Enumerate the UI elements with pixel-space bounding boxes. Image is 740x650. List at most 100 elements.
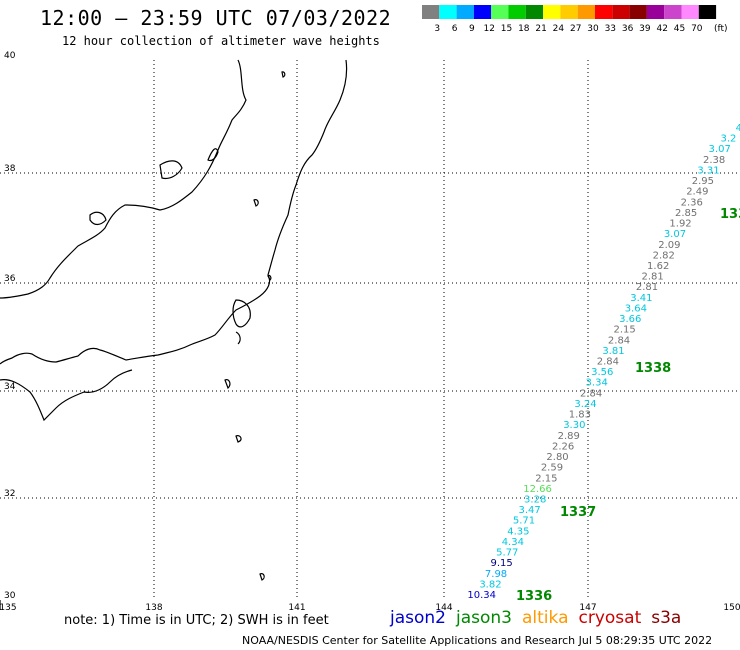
legend-swatch [508,5,526,19]
coastline [0,59,348,610]
footer-credit: NOAA/NESDIS Center for Satellite Applica… [242,634,713,647]
legend-label: 45 [674,24,685,34]
map-subtitle: 12 hour collection of altimeter wave hei… [62,34,380,48]
swh-value: 2.81 [636,282,658,293]
legend-swatch [595,5,613,19]
legend-swatch [491,5,509,19]
swh-value: 12.66 [523,484,552,495]
legend-unit: (ft) [714,24,728,34]
legend-label: 27 [570,24,581,34]
lon-label: 138 [145,603,162,613]
legend-swatch [560,5,578,19]
swh-value: 2.81 [641,272,663,283]
legend-swatch [473,5,492,19]
legend-swatch [612,5,630,19]
swh-value: 10.34 [467,590,496,601]
legend-label: 21 [535,24,546,34]
swh-value: 2.15 [614,325,636,336]
lon-label: 141 [288,603,305,613]
swh-value: 2.82 [653,250,675,261]
legend-swatch [698,5,717,19]
lat-lon-grid [0,60,740,600]
legend-swatch [664,5,682,19]
swh-value: 9.15 [491,558,513,569]
legend-swatch [543,5,561,19]
legend-swatch [456,5,474,19]
swh-value: 2.89 [558,431,580,442]
swh-value: 3.56 [591,367,613,378]
swh-value: 3.2 [721,134,737,145]
lat-label: 30 [4,591,16,601]
lat-label: 34 [4,382,16,392]
swh-value: 1.92 [669,219,691,230]
swh-value: 5.77 [496,548,518,559]
legend-swatch [525,5,544,19]
swh-value: 3.34 [586,378,608,389]
pass-number: 1338 [635,361,671,376]
legend-swatch [439,5,457,19]
swh-value: 2.84 [597,357,619,368]
swh-value: 3.47 [518,505,540,516]
legend-label: 12 [483,24,494,34]
swh-value: 2.26 [552,441,574,452]
swh-value: 2.95 [692,176,714,187]
lon-label: 150 [723,603,740,613]
legend-swatch [629,5,647,19]
legend-label: 9 [469,24,475,34]
swh-value: 2.80 [546,452,568,463]
swh-value: 1.83 [569,410,591,421]
swh-value: 7.98 [485,569,507,580]
color-legend: 3 6 9 12 15 18 21 24 27 30 33 36 39 42 45 70 (ft) [422,5,728,34]
pass-number: 133 [720,207,740,222]
mission-label: s3a [651,608,682,628]
lat-label: 32 [4,489,15,499]
legend-label: 6 [452,24,458,34]
mission-label: altika [522,608,569,628]
lon-label: 135 [0,603,17,613]
swh-value: 2.49 [686,187,708,198]
swh-value: 4.35 [507,526,529,537]
satellite-track: 43.23.072.383.312.952.492.362.851.923.07… [467,123,740,604]
lat-label: 40 [4,51,16,61]
swh-value: 3.82 [479,579,501,590]
pass-number: 1337 [560,505,596,520]
map-title: 12:00 – 23:59 UTC 07/03/2022 [40,6,392,30]
swh-value: 3.07 [664,229,686,240]
swh-value: 3.28 [524,494,546,505]
swh-value: 2.38 [703,155,725,166]
legend-label: 42 [656,24,667,34]
mission-label: jason3 [456,608,512,628]
legend-label: 39 [639,24,651,34]
swh-value: 3.30 [563,420,585,431]
swh-value: 1.62 [647,261,669,272]
swh-value: 5.71 [513,516,535,527]
legend-label: 15 [501,24,512,34]
legend-swatch [681,5,699,19]
lon-label: 147 [579,603,596,613]
latitude-axis: 40 38 36 34 32 30 [4,51,16,601]
lon-label: 144 [435,603,452,613]
legend-label: 18 [518,24,530,34]
legend-label: 3 [434,24,440,34]
legend-swatch [646,5,665,19]
legend-label: 33 [605,24,616,34]
note-text: note: 1) Time is in UTC; 2) SWH is in fe… [64,613,329,628]
swh-value: 3.41 [630,293,652,304]
swh-value: 2.59 [541,463,563,474]
swh-value: 3.64 [625,303,647,314]
mission-label: jason2 [390,608,446,628]
swh-value: 3.07 [709,144,731,155]
swh-value: 2.36 [681,197,703,208]
swh-value: 3.81 [602,346,624,357]
swh-value: 3.31 [697,165,719,176]
legend-swatch [422,5,440,19]
lat-label: 36 [4,274,16,284]
legend-label: 36 [622,24,634,34]
swh-value: 4.34 [502,537,524,548]
legend-swatch [577,5,595,19]
legend-label: 30 [587,24,599,34]
swh-value: 3.66 [619,314,641,325]
swh-value: 2.15 [535,473,557,484]
lat-label: 38 [4,164,16,174]
